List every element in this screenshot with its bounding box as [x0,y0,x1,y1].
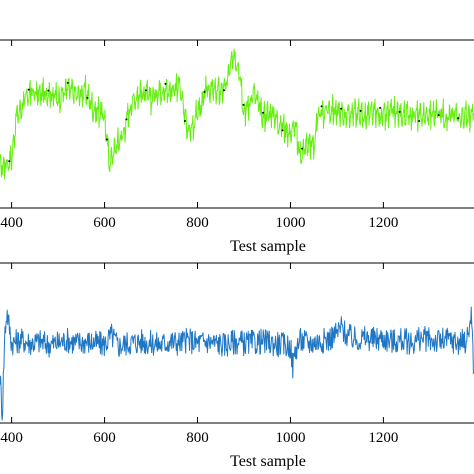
top-series-marker [203,91,206,94]
top-series-marker [222,89,225,92]
top-series-marker [398,110,401,113]
top-series-marker [301,147,304,150]
top-series-marker [183,120,186,123]
top-panel: 400 600 800 1000 1200 Test sample [0,39,474,255]
bottom-axes-frame [0,262,474,424]
bottom-x-tick-label-600: 600 [93,430,116,446]
top-x-tick-label-800: 800 [186,215,209,231]
top-series-marker [125,118,128,121]
top-series-marker [66,81,69,84]
top-series-line [0,48,474,180]
bottom-x-tick-label-1200: 1200 [368,430,398,446]
bottom-x-tick-label-1000: 1000 [275,430,305,446]
top-x-tick-label-1000: 1000 [275,215,305,231]
top-x-tick-label-1200: 1200 [368,215,398,231]
bottom-series-group [0,306,474,421]
top-series-marker [379,106,382,109]
top-series-marker [86,96,89,99]
top-series-marker [105,138,108,141]
top-x-tick-label-600: 600 [93,215,116,231]
top-series-marker [437,114,440,117]
top-series-marker [27,88,30,91]
bottom-panel: 400 600 800 1000 1200 Test sample [0,262,474,470]
top-series-marker [457,117,460,120]
top-series-marker [47,89,50,92]
bottom-x-axis-label: Test sample [230,453,306,470]
top-series-marker [8,160,11,163]
bottom-x-tick-label-800: 800 [186,430,209,446]
top-series-marker [144,89,147,92]
bottom-x-tick-label-400: 400 [0,430,23,446]
top-series-marker [164,82,167,85]
top-series-group [0,48,474,180]
top-x-ticks: 400 600 800 1000 1200 [0,40,398,231]
top-series-marker [340,107,343,110]
top-series-marker [359,109,362,112]
top-x-tick-label-400: 400 [0,215,23,231]
top-series-marker [242,103,245,106]
top-series-marker [262,111,265,114]
top-series-marker [418,119,421,122]
top-axes-frame [0,39,474,209]
bottom-series-line [0,306,474,421]
top-x-axis-label: Test sample [230,238,306,255]
top-series-marker [320,105,323,108]
bottom-x-ticks: 400 600 800 1000 1200 [0,263,398,446]
top-series-marker [281,129,284,132]
